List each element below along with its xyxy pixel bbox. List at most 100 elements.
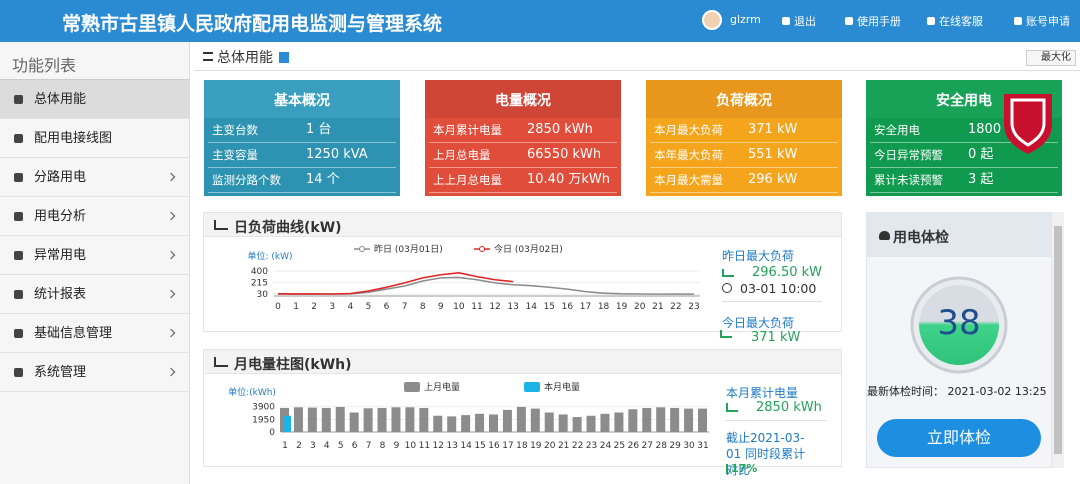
x-tick-label: 13 <box>507 302 518 312</box>
card-row: 今日异常预警 0 起 <box>870 143 1058 168</box>
bar <box>307 407 317 432</box>
clock-icon <box>722 283 732 293</box>
x-tick-label: 17 <box>580 302 591 312</box>
shield-inner <box>1010 98 1046 147</box>
avatar <box>702 10 722 30</box>
x-tick-label: 4 <box>347 302 353 312</box>
legend-label: 上月电量 <box>424 381 460 393</box>
bar <box>489 414 498 432</box>
x-tick-label: 16 <box>562 302 574 312</box>
x-tick-label: 9 <box>438 302 444 312</box>
card-row: 主变台数 1 台 <box>208 118 396 143</box>
bar <box>335 406 345 432</box>
stat-value: 371 kW <box>751 330 801 345</box>
x-tick-label: 14 <box>460 441 472 451</box>
bar <box>447 416 457 432</box>
app-title: 常熟市古里镇人民政府配用电监测与管理系统 <box>62 13 443 35</box>
scrollbar[interactable] <box>1052 212 1064 468</box>
header-link[interactable]: 退出 <box>782 13 816 29</box>
header-link[interactable]: 在线客服 <box>927 13 983 29</box>
x-tick-label: 5 <box>366 302 372 312</box>
bar <box>684 408 694 432</box>
card-row: 本月最大需量 296 kW <box>650 168 838 193</box>
scroll-thumb[interactable] <box>1054 226 1062 454</box>
x-tick-label: 4 <box>324 441 330 451</box>
bar <box>419 407 429 432</box>
y-tick-label: 215 <box>251 279 268 289</box>
card-row: 累计未读预警 3 起 <box>870 168 1058 193</box>
menu-icon <box>14 173 23 182</box>
card-row: 本月最大负荷 371 kW <box>650 118 838 143</box>
menu-item[interactable]: 总体用能 <box>0 80 190 119</box>
bar <box>405 407 415 432</box>
bar <box>321 407 331 432</box>
bar <box>586 415 596 432</box>
bar <box>642 407 652 432</box>
bar <box>363 408 373 432</box>
menu-item[interactable]: 用电分析 <box>0 197 190 236</box>
chevron <box>166 250 176 260</box>
x-tick-label: 6 <box>352 441 358 451</box>
bar <box>530 408 540 432</box>
chart-icon <box>214 357 228 367</box>
card-row: 上上月总电量 10.40 万kWh <box>429 168 617 193</box>
x-tick-label: 26 <box>628 441 640 451</box>
bar <box>293 407 303 432</box>
x-tick-label: 8 <box>380 441 386 451</box>
row-label: 上月总电量 <box>433 148 491 162</box>
bar-icon <box>726 403 738 412</box>
card-header <box>646 80 842 118</box>
load-panel: 日负荷曲线(kW) 单位: (kW) 30 215 400 0 1 2 3 4 5 6 7 8 9 10 11… <box>203 212 842 332</box>
chevron <box>166 367 176 377</box>
menu-item[interactable]: 系统管理 <box>0 353 190 392</box>
card-title: 电量概况 <box>495 93 551 109</box>
bar <box>516 406 526 432</box>
compare-value: 17% <box>726 463 757 474</box>
menu-icon <box>203 52 213 61</box>
user-name[interactable]: glzrm <box>730 13 761 26</box>
stat-label: 今日最大负荷 <box>722 316 795 330</box>
menu-item[interactable]: 配用电接线图 <box>0 119 190 158</box>
x-tick-label: 7 <box>366 441 372 451</box>
x-tick-label: 15 <box>474 441 485 451</box>
x-tick-label: 16 <box>488 441 500 451</box>
maximize-button[interactable]: 最大化 <box>1026 50 1076 66</box>
bar <box>628 409 638 432</box>
card-row: 本年最大负荷 551 kW <box>650 143 838 168</box>
bar <box>698 408 707 432</box>
heart-icon <box>879 231 890 240</box>
card-header <box>425 80 621 118</box>
row-value: 10.40 万kWh <box>527 172 610 187</box>
header-link[interactable]: 账号申请 <box>1014 13 1070 29</box>
breadcrumb: 总体用能 <box>203 47 290 67</box>
unit-label: 单位:(kWh) <box>228 386 276 398</box>
x-tick-label: 29 <box>669 441 681 451</box>
menu-text: 配用电接线图 <box>34 131 113 146</box>
x-tick-label: 31 <box>697 441 708 451</box>
trend-icon <box>720 330 732 338</box>
x-tick-label: 0 <box>275 302 281 312</box>
row-value: 2850 kWh <box>527 122 593 137</box>
header-link[interactable]: 使用手册 <box>845 13 901 29</box>
check-button[interactable]: 立即体检 <box>877 419 1041 457</box>
series-line <box>277 272 514 295</box>
x-tick-label: 5 <box>338 441 344 451</box>
check-button-text: 立即体检 <box>926 428 991 447</box>
menu-item[interactable]: 基础信息管理 <box>0 314 190 353</box>
card-row: 上月总电量 66550 kWh <box>429 143 617 168</box>
x-tick-label: 28 <box>655 441 667 451</box>
row-label: 本年最大负荷 <box>654 148 723 162</box>
x-tick-label: 22 <box>572 441 583 451</box>
menu-item[interactable]: 统计报表 <box>0 275 190 314</box>
menu-item[interactable]: 分路用电 <box>0 158 190 197</box>
x-tick-label: 9 <box>394 441 400 451</box>
trend-icon <box>722 269 734 277</box>
y-tick-label: 3900 <box>252 403 275 413</box>
panel-header <box>204 350 841 374</box>
x-tick-label: 23 <box>586 441 597 451</box>
x-tick-label: 10 <box>453 302 465 312</box>
legend-label: 本月电量 <box>544 381 580 393</box>
gauge-fill <box>919 285 999 365</box>
menu-item[interactable]: 异常用电 <box>0 236 190 275</box>
bar <box>572 417 582 432</box>
